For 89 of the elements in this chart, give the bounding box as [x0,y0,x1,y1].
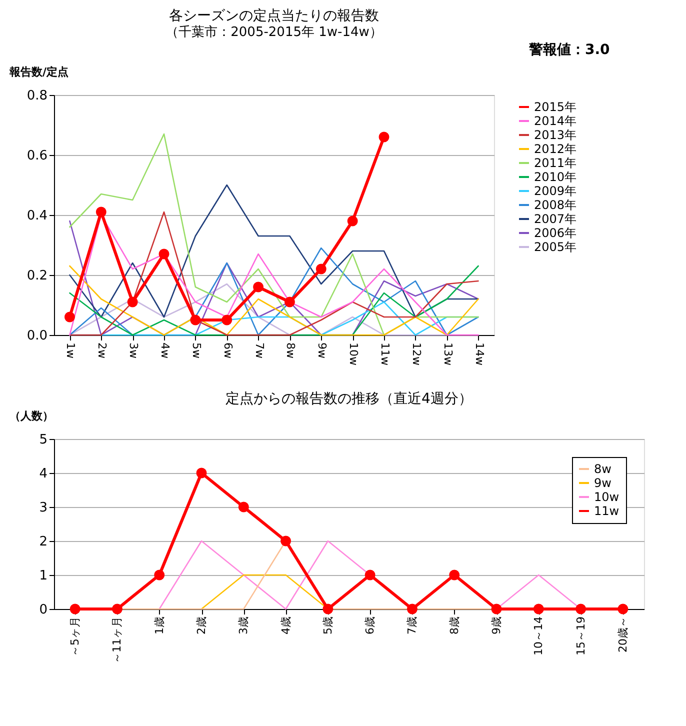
legend-label: 2013年 [534,128,577,142]
x-tick-label: 10w [347,342,360,366]
x-tick-label: 13w [441,342,454,366]
x-tick-label: 9w [316,342,329,358]
legend-label: 2006年 [534,226,577,240]
y-tick-label: 0.8 [26,88,48,104]
legend-label: 10w [594,490,620,504]
point [196,468,207,478]
point [449,570,460,580]
x-tick-label: 1w [64,342,78,358]
point [316,264,326,274]
y-axis-title: （人数） [10,410,54,422]
y-tick-label: 0.4 [26,208,48,224]
x-tick-label: ～11ヶ月 [110,616,124,664]
x-tick-label: 9歳 [490,616,503,634]
legend-label: 2010年 [534,170,577,184]
legend-label: 2011年 [534,156,577,170]
x-tick-label: 5歳 [321,616,334,634]
x-tick-label: 14w [472,342,486,366]
point [64,312,75,322]
y-tick-label: 2 [39,534,48,550]
point [112,604,122,614]
y-tick-label: 3 [39,500,48,516]
point [533,604,544,614]
y-tick-label: 0 [39,602,48,618]
point [158,248,170,260]
legend-label: 2012年 [534,142,577,156]
point [284,296,295,308]
x-tick-label: 4w [158,342,172,358]
x-tick-label: 2歳 [195,616,208,634]
x-tick-label: 11w [378,342,392,366]
y-axis-title: 報告数/定点 [8,66,69,78]
point [222,314,232,326]
y-tick-label: 0.6 [26,148,48,164]
y-tick-label: 0.2 [26,268,48,284]
point [190,314,201,326]
point [618,604,628,614]
x-tick-label: 2w [96,342,109,358]
x-tick-label: 12w [410,342,423,366]
legend-label: 2007年 [534,212,577,226]
legend-label: 2009年 [534,184,577,198]
point [70,604,80,614]
legend-label: 11w [594,504,620,518]
point [253,282,264,292]
x-tick-label: 3w [127,342,140,358]
legend-label: 2008年 [534,198,577,212]
x-tick-label: 15～19 [574,616,588,656]
point [406,604,418,614]
x-tick-label: 1歳 [152,616,166,634]
x-tick-label: 4歳 [279,616,292,634]
point [491,604,502,614]
x-tick-label: 7歳 [406,616,419,634]
point [96,206,106,218]
point [576,604,586,614]
y-tick-label: 0.0 [26,328,48,344]
legend-label: 2015年 [534,100,577,114]
x-tick-label: 7w [252,342,266,358]
y-tick-label: 5 [39,432,48,448]
point [364,570,376,580]
chart-title: 定点からの報告数の推移（直近4週分） [226,391,472,407]
line-series [69,133,479,336]
point [347,216,358,226]
point [238,502,249,512]
legend-label: 2005年 [534,240,577,254]
x-tick-label: 6w [221,342,234,358]
x-tick-label: 8w [284,342,298,358]
line-series [69,184,479,318]
point [154,570,165,580]
x-tick-label: 8歳 [448,616,461,634]
x-tick-label: 3歳 [237,616,250,634]
x-tick-label: 5w [190,342,203,358]
x-tick-label: 6歳 [364,616,377,634]
chart-subtitle: （千葉市：2005-2015年 1w-14w） [166,25,382,40]
chart-title: 各シーズンの定点当たりの報告数 [169,8,379,24]
point [322,604,334,614]
text: 警報値：3.0 [528,42,610,58]
x-tick-label: 20歳～ [616,616,630,652]
y-tick-label: 4 [39,466,48,482]
x-tick-label: 10～14 [532,616,546,656]
point [378,132,390,142]
legend-label: 8w [594,462,612,476]
legend-label: 9w [594,476,612,490]
y-tick-label: 1 [39,568,48,584]
legend-label: 2014年 [534,114,577,128]
line-series [69,247,479,336]
line-series [69,265,479,336]
point [127,296,138,308]
x-tick-label: ～5ヶ月 [68,616,82,656]
point [280,536,292,546]
